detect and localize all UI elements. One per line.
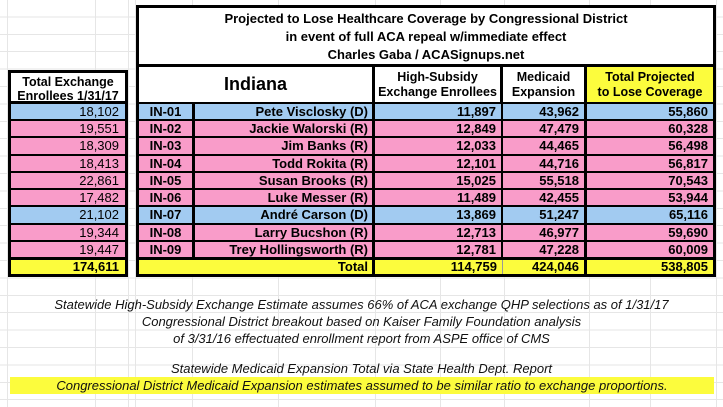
report-title: Projected to Lose Healthcare Coverage by… (136, 5, 716, 67)
total-coverage-cell: 56,817 (668, 155, 708, 171)
district-cell: IN-09 (139, 241, 195, 257)
high-subsidy-cell: 12,781 (375, 241, 503, 257)
table-row: IN-03 Jim Banks (R) 12,033 44,465 56,498 (136, 138, 716, 156)
total-exchange-cell: 22,861 (8, 172, 128, 191)
high-subsidy-cell: 13,869 (375, 207, 503, 223)
total-exchange-total-cell: 174,611 (8, 258, 128, 277)
district-cell: IN-03 (139, 138, 195, 154)
total-coverage-cell: 60,328 (668, 121, 708, 137)
representative-cell: André Carson (D) (195, 207, 375, 223)
state-header: Indiana (139, 67, 375, 102)
table-row: IN-06 Luke Messer (R) 11,489 42,455 53,9… (136, 190, 716, 208)
total-exchange-cell: 18,413 (8, 155, 128, 173)
representative-cell: Todd Rokita (R) (195, 155, 375, 171)
medicaid-cell: 44,716 (503, 155, 587, 171)
total-exchange-cell: 19,344 (8, 224, 128, 242)
total-exchange-header: Total Exchange Enrollees 1/31/17 (8, 70, 128, 104)
footnote-kaiser-analysis: Congressional District breakout based on… (141, 314, 582, 329)
representative-cell: Jackie Walorski (R) (195, 121, 375, 137)
representative-cell: Larry Bucshon (R) (195, 224, 375, 240)
total-exchange-cell: 19,447 (8, 241, 128, 259)
total-coverage-cell: 60,009 (668, 241, 708, 257)
total-row: Total 114,759 424,046 538,805 (136, 258, 716, 277)
district-cell: IN-01 (139, 104, 195, 120)
total-exchange-cell: 17,482 (8, 190, 128, 208)
coverage-loss-table: Projected to Lose Healthcare Coverage by… (136, 5, 716, 277)
footnote-medicaid-estimate-highlighted: Congressional District Medicaid Expansio… (10, 377, 714, 394)
table-row: IN-09 Trey Hollingsworth (R) 12,781 47,2… (136, 241, 716, 259)
table-header-row: Indiana High-Subsidy Exchange Enrollees … (136, 67, 716, 104)
total-exchange-enrollees-table: Total Exchange Enrollees 1/31/17 18,102 … (8, 70, 128, 277)
district-cell: IN-07 (139, 207, 195, 223)
total-coverage-cell: 70,543 (668, 172, 708, 188)
total-high-subsidy: 114,759 (375, 259, 503, 274)
total-projected: 538,805 (661, 258, 708, 274)
table-row: IN-02 Jackie Walorski (R) 12,849 47,479 … (136, 121, 716, 139)
high-subsidy-cell: 11,489 (375, 190, 503, 206)
title-line-2: in event of full ACA repeal w/immediate … (285, 29, 567, 44)
table-row: IN-04 Todd Rokita (R) 12,101 44,716 56,8… (136, 155, 716, 173)
total-exchange-cell: 18,309 (8, 138, 128, 156)
title-line-1: Projected to Lose Healthcare Coverage by… (224, 11, 628, 26)
medicaid-cell: 55,518 (503, 172, 587, 189)
total-coverage-cell: 59,690 (668, 224, 708, 240)
district-cell: IN-06 (139, 190, 195, 206)
total-label: Total (139, 259, 375, 274)
total-medicaid: 424,046 (503, 259, 587, 274)
representative-cell: Pete Visclosky (D) (195, 104, 375, 120)
high-subsidy-cell: 15,025 (375, 172, 503, 189)
footnote-exchange-estimate: Statewide High-Subsidy Exchange Estimate… (54, 297, 669, 312)
table-row: IN-01 Pete Visclosky (D) 11,897 43,962 5… (136, 104, 716, 122)
high-subsidy-cell: 11,897 (375, 104, 503, 120)
total-projected-header: Total Projected to Lose Coverage (587, 67, 713, 102)
representative-cell: Susan Brooks (R) (195, 172, 375, 189)
total-exchange-cell: 21,102 (8, 207, 128, 225)
total-coverage-cell: 55,860 (668, 104, 708, 119)
total-exchange-cell: 19,551 (8, 121, 128, 139)
title-attribution: Charles Gaba / ACASignups.net (327, 47, 525, 62)
high-subsidy-cell: 12,033 (375, 138, 503, 154)
representative-cell: Luke Messer (R) (195, 190, 375, 206)
table-row: IN-07 André Carson (D) 13,869 51,247 65,… (136, 207, 716, 225)
table-row: IN-08 Larry Bucshon (R) 12,713 46,977 59… (136, 224, 716, 242)
total-coverage-cell: 53,944 (668, 190, 708, 206)
high-subsidy-cell: 12,101 (375, 155, 503, 171)
total-coverage-cell: 65,116 (668, 207, 708, 223)
district-cell: IN-02 (139, 121, 195, 137)
medicaid-cell: 43,962 (503, 104, 587, 120)
district-cell: IN-04 (139, 155, 195, 171)
high-subsidy-cell: 12,849 (375, 121, 503, 137)
medicaid-cell: 42,455 (503, 190, 587, 206)
total-coverage-cell: 56,498 (668, 138, 708, 154)
medicaid-cell: 46,977 (503, 224, 587, 240)
representative-cell: Trey Hollingsworth (R) (195, 241, 375, 257)
medicaid-cell: 47,228 (503, 241, 587, 257)
footnote-aspe-report: of 3/31/16 effectuated enrollment report… (173, 331, 550, 346)
medicaid-expansion-header: Medicaid Expansion (503, 67, 587, 102)
medicaid-cell: 44,465 (503, 138, 587, 154)
district-cell: IN-05 (139, 172, 195, 189)
total-exchange-cell: 18,102 (8, 104, 128, 122)
medicaid-cell: 51,247 (503, 207, 587, 223)
high-subsidy-header: High-Subsidy Exchange Enrollees (375, 67, 503, 102)
district-cell: IN-08 (139, 224, 195, 240)
medicaid-cell: 47,479 (503, 121, 587, 137)
footnote-medicaid-source: Statewide Medicaid Expansion Total via S… (170, 361, 553, 376)
representative-cell: Jim Banks (R) (195, 138, 375, 154)
high-subsidy-cell: 12,713 (375, 224, 503, 240)
table-row: IN-05 Susan Brooks (R) 15,025 55,518 70,… (136, 172, 716, 191)
